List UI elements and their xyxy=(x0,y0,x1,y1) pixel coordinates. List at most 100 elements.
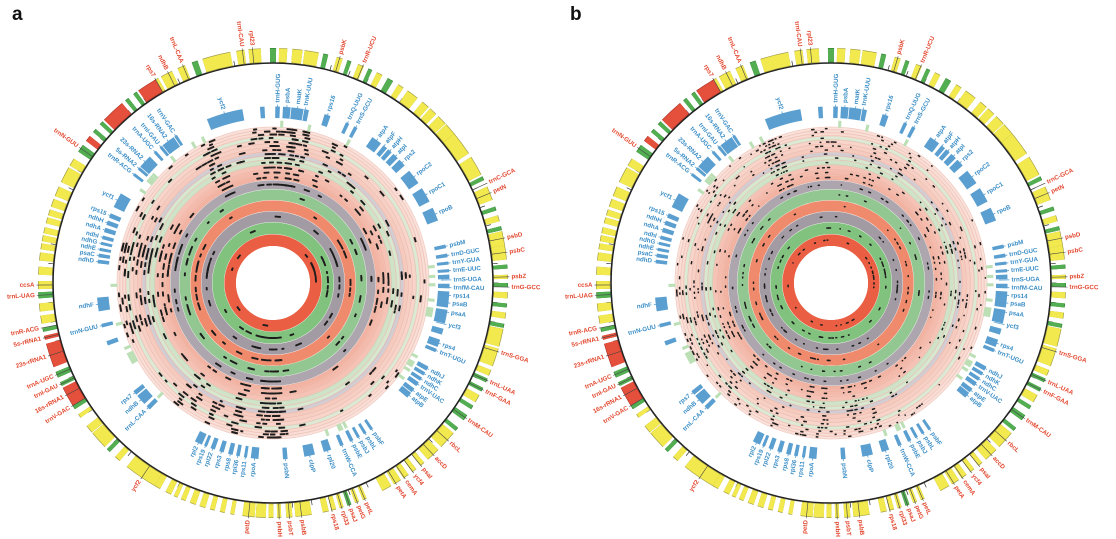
outer-gene-label-petN: petN xyxy=(1050,183,1066,195)
outer-gene-label-psbK: psbK xyxy=(338,38,349,55)
inner-gene-label-ycf3: ycf3 xyxy=(1006,322,1020,332)
outer-gene-label-ccsA: ccsA xyxy=(20,282,35,289)
alignment-rings xyxy=(674,126,988,440)
inner-gene-label-rpoB: rpoB xyxy=(996,204,1013,216)
inner-gene-label-rps16: rps16 xyxy=(884,94,896,112)
inner-gene-label-psaA: psaA xyxy=(1008,309,1025,318)
inner-gene-label-psbA: psbA xyxy=(842,87,850,104)
inner-gene-label-trnN-GUU: trnN-GUU xyxy=(69,323,99,337)
outer-gene-label-trnC-GCA: trnC-GCA xyxy=(488,167,517,186)
inner-gene-label-matK: matK xyxy=(853,88,862,105)
inner-gene-label-psaA: psaA xyxy=(450,309,467,318)
inner-gene-label-ndhG: ndhG xyxy=(639,235,656,245)
outer-gene-label-trnI-CAU: trnI-CAU xyxy=(793,21,803,48)
inner-gene-label-psaB: psaB xyxy=(452,300,468,309)
outer-gene-label-accD: accD xyxy=(433,455,449,471)
outer-gene-label-psbZ: psbZ xyxy=(511,273,526,280)
inner-gene-label-rpl36: rpl36 xyxy=(789,459,799,475)
outer-gene-label-psbT: psbT xyxy=(844,521,852,536)
outer-gene-label-ccsA: ccsA xyxy=(578,282,593,289)
outer-gene-label-psbC: psbC xyxy=(509,246,526,255)
outer-gene-label-rpl33: rpl33 xyxy=(339,510,350,527)
outer-gene-label-ndhB: ndhB xyxy=(156,54,170,72)
reverse-strand-gene-arcs xyxy=(95,104,452,462)
outer-gene-label-petL: petL xyxy=(921,501,933,516)
inner-gene-label-rps14: rps14 xyxy=(1011,292,1029,300)
inner-gene-label-ndhD: ndhD xyxy=(636,256,653,265)
outer-gene-label-psbB: psbB xyxy=(856,519,865,536)
inner-gene-label-rpl2: rpl2 xyxy=(189,445,200,459)
outer-gene-label-trnR-UCU: trnR-UCU xyxy=(919,35,936,64)
inner-gene-label-trnE-UUC: trnE-UUC xyxy=(1011,265,1040,274)
outer-gene-label-petA: petA xyxy=(395,485,408,501)
outer-gene-label-petN: petN xyxy=(492,183,508,195)
reverse-strand-gene-arcs xyxy=(653,104,1010,462)
inner-gene-label-trnN-GUU: trnN-GUU xyxy=(627,323,657,337)
inner-gene-label-psbM: psbM xyxy=(449,239,466,249)
inner-gene-label-trnfM-CAU: trnfM-CAU xyxy=(1011,284,1043,292)
outer-gene-label-5s-rRNA1: 5s-rRNA1 xyxy=(13,335,43,349)
inner-gene-label-ycf3: ycf3 xyxy=(448,322,462,332)
inner-gene-label-psaC: psaC xyxy=(637,249,654,258)
inner-gene-label-rps11: rps11 xyxy=(797,460,807,478)
inner-gene-label-trnH-GUG: trnH-GUG xyxy=(832,73,840,102)
outer-gene-label-psbH: psbH xyxy=(834,521,841,537)
inner-gene-label-rps3: rps3 xyxy=(771,454,782,469)
inner-gene-label-ndhA: ndhA xyxy=(643,221,661,233)
inner-gene-label-trnY-GUA: trnY-GUA xyxy=(452,256,481,266)
outer-gene-label-trnI-CAU: trnI-CAU xyxy=(235,21,245,48)
outer-gene-label-rpl33: rpl33 xyxy=(897,510,908,527)
variant-markers xyxy=(117,127,426,439)
inner-gene-label-ycf2: ycf2 xyxy=(774,97,784,111)
outer-gene-label-rpl23: rpl23 xyxy=(805,30,813,46)
outer-gene-label-psaJ: psaJ xyxy=(905,507,916,523)
outer-gene-label-trnL-UAG: trnL-UAG xyxy=(7,292,35,300)
outer-gene-label-ycf2: ycf2 xyxy=(688,478,701,493)
outer-gene-label-23s-rRNA1: 23s-rRNA1 xyxy=(15,353,48,370)
outer-gene-label-psbD: psbD xyxy=(506,231,523,241)
outer-gene-label-trnN-GUU: trnN-GUU xyxy=(610,127,638,149)
trna-reverse-track xyxy=(668,120,994,437)
inner-gene-label-ndhE: ndhE xyxy=(638,242,655,252)
inner-gene-label-trnH-GUG: trnH-GUG xyxy=(274,73,282,102)
inner-gene-label-ndhF: ndhF xyxy=(636,302,652,311)
panel-letter-b: b xyxy=(570,4,582,25)
outer-gene-label-psbD: psbD xyxy=(1064,231,1081,241)
inner-gene-label-psbA: psbA xyxy=(284,87,292,104)
inner-gene-label-psbN: psbN xyxy=(282,463,290,479)
outer-gene-label-accD: accD xyxy=(991,455,1007,471)
inner-gene-label-trnE-UUC: trnE-UUC xyxy=(453,265,482,274)
inner-gene-label-rps8: rps8 xyxy=(223,457,233,472)
inner-gene-label-psaC: psaC xyxy=(79,249,96,258)
outer-gene-label-petL: petL xyxy=(363,501,375,516)
inner-gene-label-rpl22: rpl22 xyxy=(761,451,773,468)
inner-gene-label-rpoC2: rpoC2 xyxy=(973,161,992,178)
outer-gene-label-trnS-GGA: trnS-GGA xyxy=(500,350,530,365)
inner-gene-label-psaB: psaB xyxy=(1010,300,1026,309)
inner-gene-label-rps14: rps14 xyxy=(453,292,471,300)
outer-gene-label-5s-rRNA1: 5s-rRNA1 xyxy=(571,335,601,349)
inner-gene-label-ycf1: ycf1 xyxy=(659,189,674,201)
inner-gene-label-ycf2: ycf2 xyxy=(216,97,226,111)
outer-gene-label-trnM-CAU: trnM-CAU xyxy=(1024,417,1052,440)
inner-gene-label-psbM: psbM xyxy=(1007,239,1024,249)
outer-gene-label-psbK: psbK xyxy=(896,38,907,55)
inner-gene-label-rpl20: rpl20 xyxy=(325,454,336,471)
outer-gene-label-rps7: rps7 xyxy=(144,63,157,78)
inner-gene-label-rps8: rps8 xyxy=(781,457,791,472)
outer-gene-label-rbcL: rbcL xyxy=(448,440,463,454)
variant-markers xyxy=(675,127,987,438)
inner-gene-label-matK: matK xyxy=(295,88,304,105)
outer-gene-label-petA: petA xyxy=(953,485,966,501)
inner-gene-label-rpoA: rpoA xyxy=(249,462,258,478)
outer-gene-label-ycf2: ycf2 xyxy=(130,478,143,493)
outer-gene-label-trnR-UCU: trnR-UCU xyxy=(361,35,378,64)
inner-gene-label-rpoC1: rpoC1 xyxy=(986,181,1005,196)
outer-gene-label-petG: petG xyxy=(355,504,367,520)
outer-gene-label-rps18: rps18 xyxy=(887,513,898,531)
outer-gene-label-psbC: psbC xyxy=(1067,246,1084,255)
outer-gene-label-trnG-GCC: trnG-GCC xyxy=(511,284,541,292)
inner-gene-label-ndhG: ndhG xyxy=(81,235,98,245)
